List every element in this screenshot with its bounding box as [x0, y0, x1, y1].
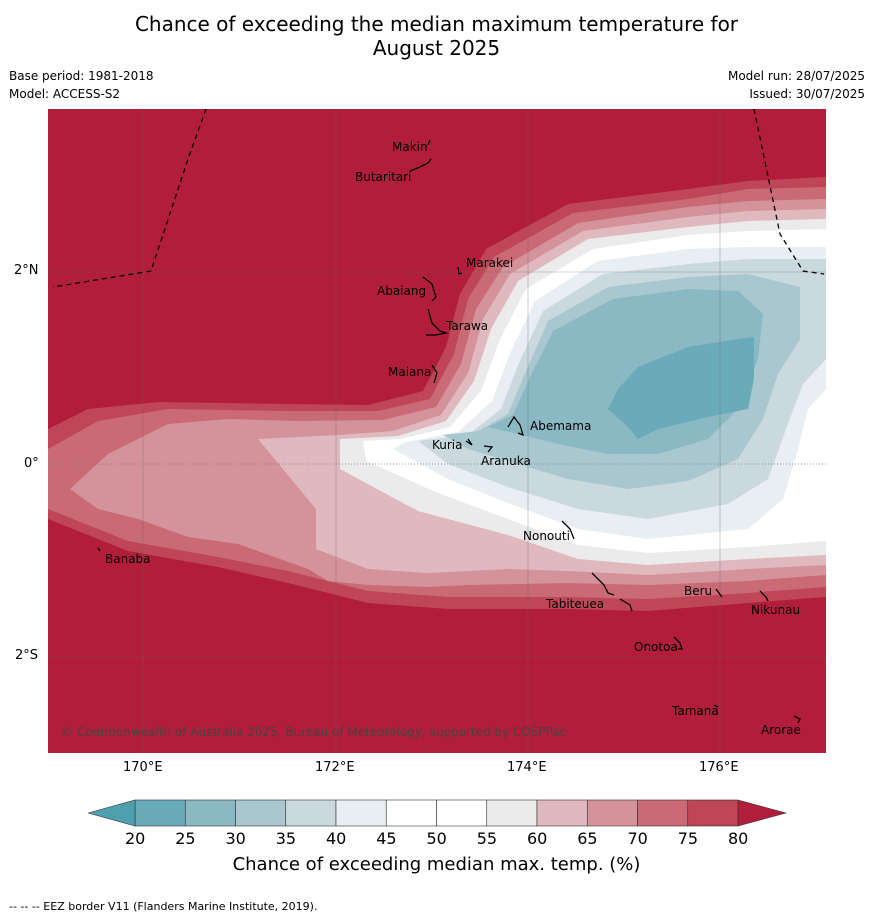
colorbar	[88, 799, 788, 827]
island-labels: Makin Butaritari Marakei Abaiang Tarawa …	[105, 140, 801, 737]
island-butaritari: Butaritari	[355, 170, 412, 184]
colorbar-tick-label: 80	[728, 829, 749, 848]
colorbar-under-arrow	[88, 799, 136, 827]
colorbar-tick-label: 50	[426, 829, 447, 848]
island-shapes	[97, 139, 801, 724]
meta-left: Base period: 1981-2018 Model: ACCESS-S2	[9, 67, 154, 103]
island-makin: Makin	[392, 140, 428, 154]
lon-label-172e: 172°E	[315, 760, 355, 775]
colorbar-tick-label: 35	[275, 829, 297, 848]
lon-label-176e: 176°E	[699, 760, 739, 775]
island-onotoa: Onotoa	[634, 640, 678, 654]
colorbar-tick-label: 65	[577, 829, 598, 848]
colorbar-cell	[637, 799, 689, 827]
island-abemama: Abemama	[530, 419, 591, 433]
island-nonouti: Nonouti	[523, 529, 570, 543]
graticule	[48, 109, 826, 753]
colorbar-tick-label: 20	[125, 829, 146, 848]
lat-label-2s: 2°S	[15, 648, 39, 663]
colorbar-cell	[235, 799, 287, 827]
colorbar-cell	[486, 799, 538, 827]
colorbar-cell	[184, 799, 236, 827]
eez-border	[52, 109, 825, 288]
title-line-1: Chance of exceeding the median maximum t…	[134, 12, 739, 36]
lon-label-174e: 174°E	[507, 760, 547, 775]
base-period: Base period: 1981-2018	[9, 69, 154, 83]
colorbar-cell	[586, 799, 638, 827]
island-tarawa: Tarawa	[445, 319, 488, 333]
lon-label-170e: 170°E	[123, 760, 163, 775]
island-tabiteuea: Tabiteuea	[545, 597, 604, 611]
issued-date: Issued: 30/07/2025	[749, 87, 865, 101]
colorbar-cell	[385, 799, 437, 827]
island-abaiang: Abaiang	[377, 284, 426, 298]
model-run: Model run: 28/07/2025	[727, 69, 865, 83]
colorbar-tick-label: 45	[376, 829, 397, 848]
colorbar-over-arrow	[737, 799, 788, 827]
colorbar-cell	[134, 799, 186, 827]
map-title: Chance of exceeding the median maximum t…	[0, 12, 873, 60]
island-tamana: Tamana	[671, 704, 719, 718]
copyright-notice: © Commonwealth of Australia 2025, Bureau…	[61, 725, 566, 739]
island-maiana: Maiana	[388, 365, 431, 379]
map-area: Makin Butaritari Marakei Abaiang Tarawa …	[48, 109, 826, 753]
colorbar-cell	[436, 799, 488, 827]
title-line-2: August 2025	[372, 36, 501, 60]
colorbar-cell	[335, 799, 387, 827]
lat-label-0: 0°	[24, 456, 39, 471]
island-arorae: Arorae	[761, 723, 801, 737]
colorbar-tick-label: 25	[175, 829, 196, 848]
island-marakei: Marakei	[466, 256, 513, 270]
island-nikunau: Nikunau	[751, 603, 800, 617]
lat-label-2n: 2°N	[14, 263, 39, 278]
model-name: Model: ACCESS-S2	[9, 87, 121, 101]
colorbar-cell	[536, 799, 588, 827]
colorbar-tick-label: 70	[627, 829, 648, 848]
colorbar-tick-label: 75	[677, 829, 699, 848]
colorbar-cell	[687, 799, 739, 827]
colorbar-cell	[285, 799, 337, 827]
colorbar-tick-label: 40	[326, 829, 347, 848]
band-20-25	[608, 337, 754, 439]
colorbar-tick-label: 30	[225, 829, 246, 848]
island-banaba: Banaba	[105, 552, 151, 566]
island-beru: Beru	[684, 584, 712, 598]
eez-footnote: -- -- -- EEZ border V11 (Flanders Marine…	[9, 900, 318, 913]
island-aranuka: Aranuka	[481, 454, 531, 468]
colorbar-label: Chance of exceeding median max. temp. (%…	[232, 854, 641, 875]
colorbar-tick-label: 60	[527, 829, 548, 848]
colorbar-tick-label: 55	[476, 829, 498, 848]
meta-right: Model run: 28/07/2025 Issued: 30/07/2025	[728, 67, 865, 103]
island-kuria: Kuria	[432, 438, 463, 452]
